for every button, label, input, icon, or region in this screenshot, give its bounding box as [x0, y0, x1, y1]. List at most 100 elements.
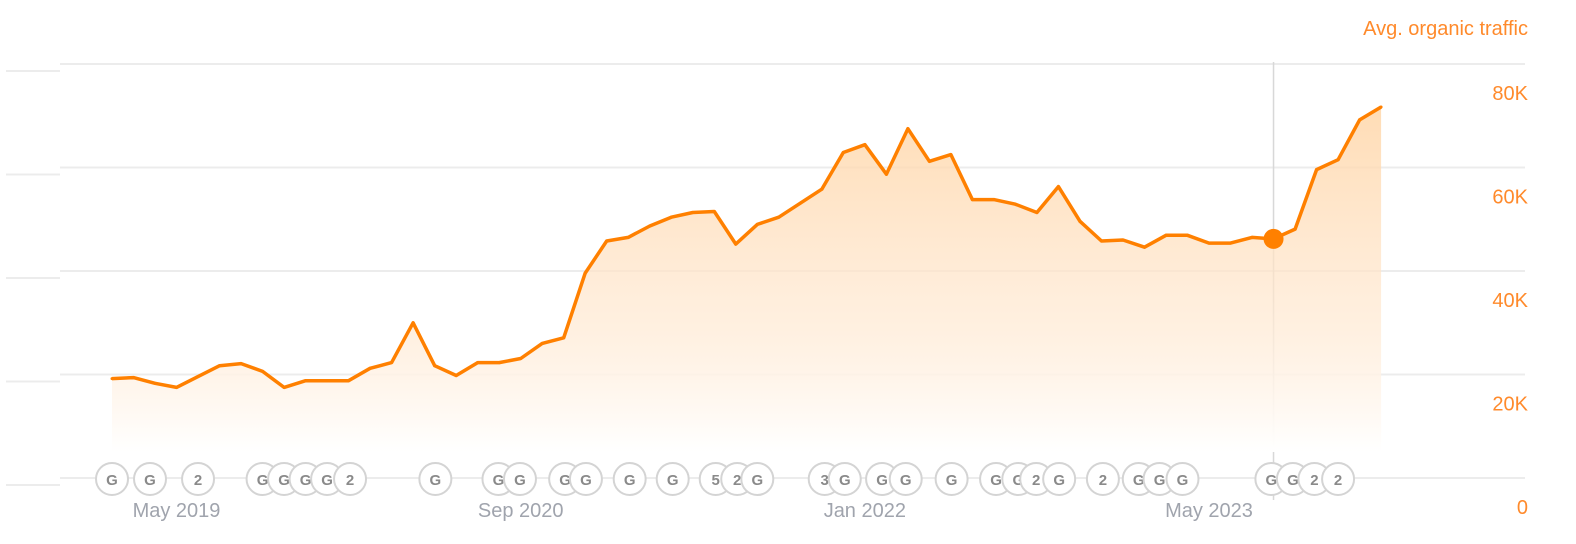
svg-text:G: G [990, 472, 1002, 489]
data-point [906, 127, 910, 131]
data-point [325, 379, 329, 383]
data-point [282, 385, 286, 389]
data-point [1229, 241, 1233, 245]
google-update-marker[interactable]: G [888, 462, 923, 496]
data-point [304, 379, 308, 383]
svg-text:G: G [1266, 472, 1278, 489]
data-point [390, 361, 394, 365]
data-point [669, 215, 673, 219]
data-point [239, 362, 243, 366]
data-point [734, 242, 738, 246]
svg-text:2: 2 [1310, 472, 1318, 489]
data-point [347, 379, 351, 383]
grouped-update-marker[interactable]: 2 [1321, 462, 1356, 496]
data-point [454, 374, 458, 378]
svg-text:2: 2 [194, 472, 202, 489]
svg-text:5: 5 [712, 472, 720, 489]
data-point [519, 356, 523, 360]
google-update-marker[interactable]: G [95, 462, 129, 496]
data-point [1142, 245, 1146, 249]
data-point [1099, 239, 1103, 243]
data-point [1056, 185, 1060, 189]
svg-text:G: G [946, 472, 958, 489]
google-update-marker[interactable]: G [502, 462, 537, 496]
google-update-marker[interactable]: G [934, 462, 969, 496]
svg-text:2: 2 [346, 472, 354, 489]
data-point [562, 336, 566, 340]
svg-text:2: 2 [1334, 472, 1342, 489]
svg-text:G: G [430, 472, 442, 489]
svg-text:G: G [493, 472, 505, 489]
svg-text:G: G [144, 472, 156, 489]
grouped-update-marker[interactable]: 2 [181, 462, 216, 496]
google-update-marker[interactable]: G [612, 462, 647, 496]
data-point [691, 211, 695, 215]
data-point [927, 159, 931, 163]
google-update-marker[interactable]: G [133, 462, 168, 496]
data-point [1336, 158, 1340, 162]
svg-text:G: G [1287, 472, 1299, 489]
svg-text:G: G [300, 472, 312, 489]
data-point [1250, 235, 1254, 239]
data-point [1035, 211, 1039, 215]
grouped-update-marker[interactable]: 2 [1085, 462, 1120, 496]
svg-text:2: 2 [1099, 472, 1107, 489]
google-update-marker[interactable]: G [418, 462, 453, 496]
data-point [1315, 168, 1319, 172]
google-update-marker[interactable]: G [1042, 462, 1077, 496]
y-tick-label: 20K [1492, 394, 1528, 416]
svg-text:G: G [257, 472, 269, 489]
x-tick-label: May 2019 [133, 500, 221, 522]
x-tick-label: Sep 2020 [478, 500, 564, 522]
data-point [175, 385, 179, 389]
svg-text:G: G [1133, 472, 1145, 489]
data-point [1078, 219, 1082, 223]
data-point [1379, 105, 1383, 109]
data-point [992, 198, 996, 202]
svg-text:3: 3 [821, 472, 829, 489]
y-tick-label: 60K [1492, 187, 1528, 209]
data-point [1186, 233, 1189, 237]
google-update-marker[interactable]: G [740, 462, 775, 496]
svg-text:G: G [839, 472, 851, 489]
data-point [1013, 202, 1017, 206]
data-point [777, 215, 781, 219]
data-point [218, 364, 222, 368]
google-update-marker[interactable]: G [568, 462, 603, 496]
traffic-area-fill [112, 107, 1382, 452]
data-point [841, 150, 845, 154]
data-point [626, 235, 630, 239]
svg-text:G: G [514, 472, 526, 489]
data-point [949, 153, 953, 157]
google-update-marker[interactable]: G [1165, 462, 1200, 496]
traffic-series-line [111, 105, 1383, 390]
data-point [863, 143, 867, 147]
google-update-marker[interactable]: G [827, 462, 862, 496]
data-point [433, 364, 437, 368]
svg-text:G: G [876, 472, 888, 489]
data-point [1121, 238, 1125, 242]
svg-text:G: G [1053, 472, 1065, 489]
data-point [110, 377, 114, 381]
data-point [476, 361, 480, 365]
data-point [132, 376, 136, 380]
data-point [1164, 233, 1168, 237]
x-tick-label: Jan 2022 [824, 500, 906, 522]
grouped-update-marker[interactable]: 2 [333, 462, 368, 496]
x-axis: May 2019 Sep 2020 Jan 2022 May 2023 [133, 500, 1253, 522]
data-point [798, 201, 802, 205]
svg-text:G: G [580, 472, 592, 489]
data-point [605, 239, 609, 243]
data-point [261, 369, 265, 373]
svg-text:G: G [278, 472, 290, 489]
y-tick-label: 40K [1492, 290, 1528, 312]
svg-text:G: G [1154, 472, 1166, 489]
data-point [153, 381, 157, 385]
highlighted-point[interactable] [1263, 228, 1284, 249]
google-update-marker[interactable]: G [655, 462, 690, 496]
data-point [540, 341, 544, 345]
data-point [712, 209, 716, 213]
svg-text:2: 2 [733, 472, 741, 489]
svg-text:G: G [1177, 472, 1189, 489]
